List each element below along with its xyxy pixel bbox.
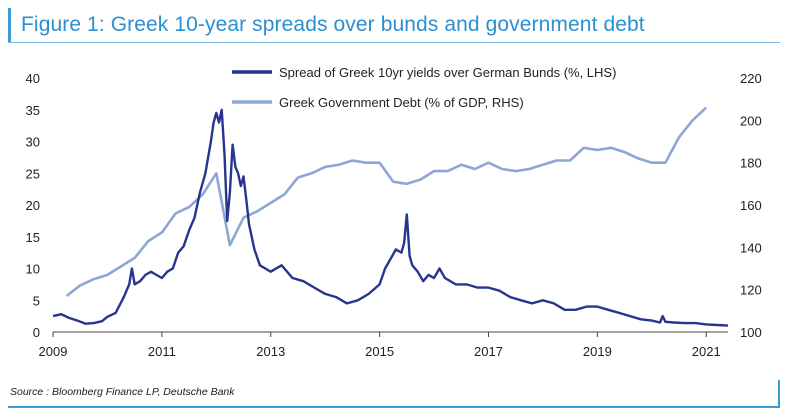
y-right-tick-label: 160 <box>740 198 762 213</box>
series-line-debt <box>65 106 708 298</box>
y-left-tick-label: 20 <box>26 198 40 213</box>
bottom-rule-corner <box>778 380 780 408</box>
y-right-tick-label: 220 <box>740 71 762 86</box>
legend-label-debt: Greek Government Debt (% of GDP, RHS) <box>279 95 524 110</box>
bottom-rule <box>8 406 780 408</box>
x-tick-label: 2011 <box>148 344 176 359</box>
y-right-tick-label: 180 <box>740 156 762 171</box>
y-left-tick-label: 5 <box>33 293 40 308</box>
legend-label-spread: Spread of Greek 10yr yields over German … <box>279 65 616 80</box>
y-right-tick-label: 120 <box>740 283 762 298</box>
x-tick-label: 2015 <box>365 344 394 359</box>
y-left-tick-label: 35 <box>26 103 40 118</box>
y-left-tick-label: 40 <box>26 71 40 86</box>
figure-title: Figure 1: Greek 10-year spreads over bun… <box>21 13 645 36</box>
title-bar: Figure 1: Greek 10-year spreads over bun… <box>8 8 783 42</box>
y-left-tick-label: 30 <box>26 135 40 150</box>
y-left-tick-label: 25 <box>26 166 40 181</box>
title-rule <box>8 42 780 43</box>
x-tick-label: 2009 <box>39 344 68 359</box>
x-tick-label: 2021 <box>692 344 721 359</box>
x-tick-label: 2013 <box>256 344 285 359</box>
x-tick-label: 2017 <box>474 344 503 359</box>
series-line-spread <box>52 108 729 327</box>
y-left-tick-label: 0 <box>33 325 40 340</box>
chart: 2009 2011 2013 2015 2017 2019 2021 0 5 10 15 20 25 30… <box>26 65 762 359</box>
x-tick-label: 2019 <box>583 344 612 359</box>
y-left-tick-label: 15 <box>26 230 40 245</box>
y-right-tick-label: 200 <box>740 113 762 128</box>
source-note: Source : Bloomberg Finance LP, Deutsche … <box>10 386 235 398</box>
y-right-tick-label: 100 <box>740 325 762 340</box>
y-left-tick-label: 10 <box>26 262 40 277</box>
y-right-tick-label: 140 <box>740 240 762 255</box>
